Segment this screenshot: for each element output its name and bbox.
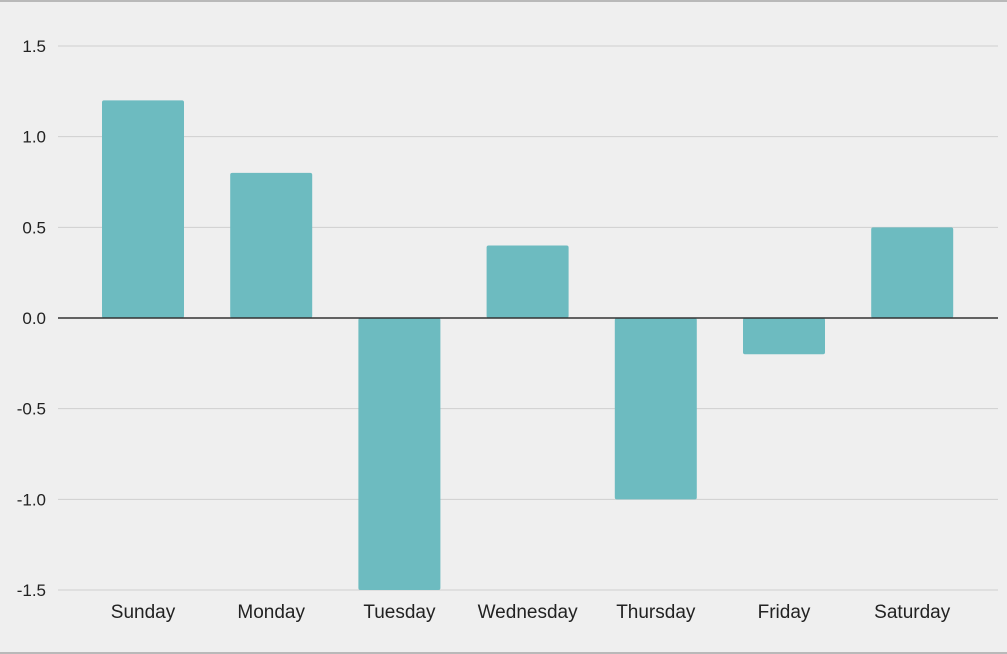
- x-category-label: Wednesday: [478, 602, 578, 623]
- x-category-label: Sunday: [111, 602, 176, 623]
- x-category-label: Tuesday: [363, 602, 436, 623]
- bar-sunday: [102, 100, 184, 319]
- y-tick-label: -0.5: [17, 400, 46, 419]
- y-tick-label: 1.0: [22, 128, 46, 147]
- x-category-label: Saturday: [874, 602, 951, 623]
- bar-tuesday: [358, 318, 441, 590]
- y-tick-label: -1.0: [17, 490, 46, 509]
- bar-monday: [230, 172, 313, 318]
- x-category-label: Thursday: [616, 602, 696, 623]
- bar-thursday: [614, 318, 697, 500]
- bar-wednesday: [486, 245, 569, 318]
- x-category-label: Monday: [237, 602, 305, 623]
- bar-saturday: [871, 227, 954, 318]
- x-axis-category-labels: Sunday Monday Tuesday Wednesday Thursday Frid…: [111, 602, 951, 623]
- y-tick-label: 0.0: [22, 309, 46, 328]
- gridlines: [58, 45, 998, 591]
- y-tick-label: 1.5: [22, 37, 46, 56]
- y-tick-label: -1.5: [17, 581, 46, 600]
- x-category-label: Friday: [758, 602, 811, 623]
- bar-friday: [743, 318, 825, 355]
- y-tick-label: 0.5: [22, 218, 46, 237]
- bars: [102, 100, 954, 590]
- y-axis-tick-labels: 1.5 1.0 0.5 0.0 -0.5 -1.0 -1.5: [17, 37, 46, 600]
